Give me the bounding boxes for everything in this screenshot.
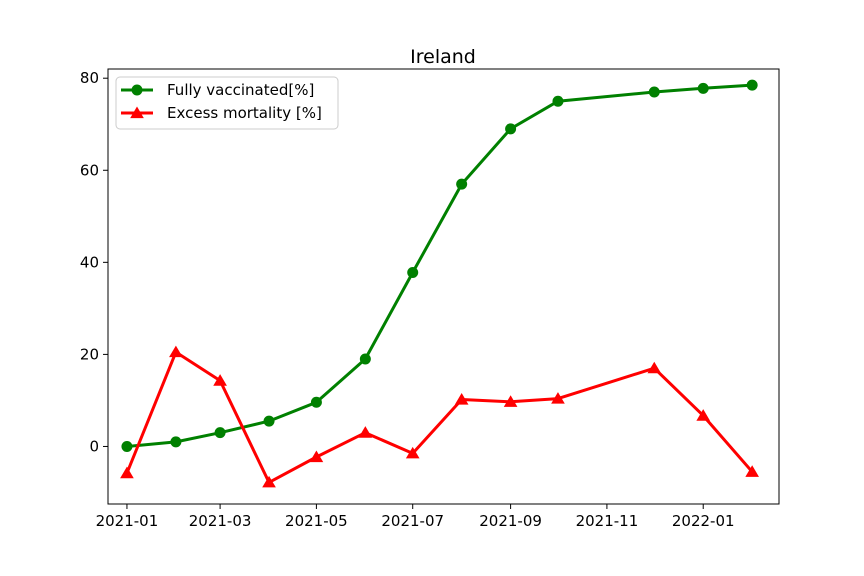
plot-frame <box>107 68 780 505</box>
data-point-vaccinated <box>456 178 468 190</box>
data-point-excess-mortality <box>169 345 183 358</box>
x-tick-label: 2021-07 <box>381 512 444 530</box>
data-point-vaccinated <box>214 427 226 439</box>
data-point-excess-mortality <box>405 446 420 459</box>
data-point-vaccinated <box>746 79 758 91</box>
legend-label-excess-mortality: Excess mortality [%] <box>167 104 322 122</box>
data-point-vaccinated <box>359 353 371 365</box>
x-tick-label: 2021-01 <box>96 512 159 530</box>
series-line-vaccinated <box>126 83 753 448</box>
data-point-vaccinated <box>121 440 133 452</box>
y-tick-label: 40 <box>80 253 99 271</box>
data-point-excess-mortality <box>503 395 518 407</box>
chart-title: Ireland <box>410 46 476 68</box>
data-point-vaccinated <box>407 266 419 278</box>
x-tick-label: 2022-01 <box>672 512 735 530</box>
data-point-excess-mortality <box>358 426 373 438</box>
data-point-excess-mortality <box>551 392 565 404</box>
legend-marker-vaccinated <box>131 84 143 96</box>
y-tick-label: 80 <box>80 69 99 87</box>
data-point-excess-mortality <box>262 475 276 488</box>
data-point-excess-mortality <box>213 374 227 386</box>
legend: Fully vaccinated[%] Excess mortality [%] <box>115 76 339 130</box>
data-point-vaccinated <box>648 86 660 98</box>
x-tick-label: 2021-03 <box>189 512 252 530</box>
data-point-vaccinated <box>505 123 517 135</box>
y-tick-label: 20 <box>80 345 99 363</box>
data-point-excess-mortality <box>696 409 711 421</box>
data-point-vaccinated <box>263 415 275 427</box>
data-point-excess-mortality <box>745 465 759 477</box>
x-tick-label: 2021-09 <box>479 512 542 530</box>
data-point-vaccinated <box>310 396 322 408</box>
data-point-vaccinated <box>552 95 564 107</box>
x-axis: 2021-01 2021-03 2021-05 2021-07 2021-09 2021-… <box>96 504 735 530</box>
plot-area <box>120 79 759 488</box>
legend-box <box>115 76 339 130</box>
y-axis: 0 20 40 60 80 <box>80 69 108 455</box>
data-point-vaccinated <box>170 436 182 448</box>
x-tick-label: 2021-05 <box>285 512 348 530</box>
legend-label-vaccinated: Fully vaccinated[%] <box>167 81 314 99</box>
data-point-excess-mortality <box>309 450 324 463</box>
data-point-vaccinated <box>697 82 709 94</box>
y-tick-label: 60 <box>80 161 99 179</box>
data-point-excess-mortality <box>647 361 662 374</box>
legend-marker-excess-mortality <box>130 106 144 119</box>
data-point-excess-mortality <box>120 466 134 479</box>
y-tick-label: 0 <box>89 437 99 455</box>
x-tick-label: 2021-11 <box>576 512 639 530</box>
data-point-excess-mortality <box>454 393 469 405</box>
